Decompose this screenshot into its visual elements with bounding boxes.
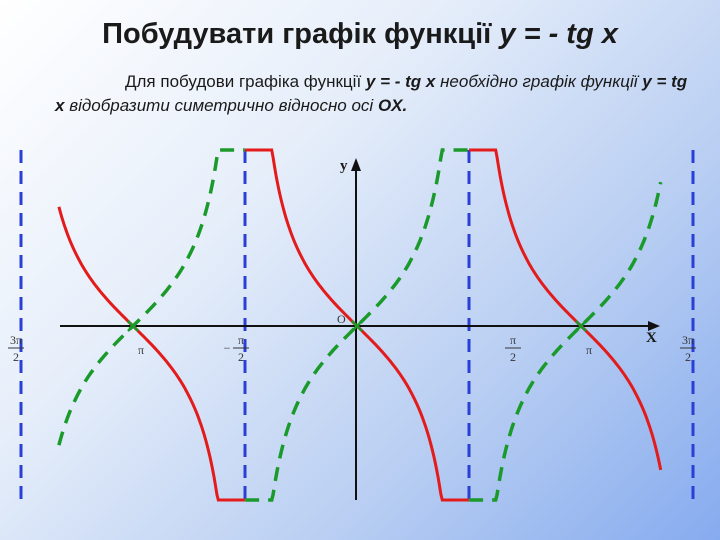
tick-sign: − xyxy=(224,341,231,355)
x-axis-label: X xyxy=(646,330,657,346)
desc-formula1: y = - tg x xyxy=(365,72,436,91)
tick-denominator: 2 xyxy=(13,350,19,364)
tick-numerator: 3π xyxy=(10,333,22,347)
title-formula: y = - tg x xyxy=(499,18,618,50)
tan-x-branch xyxy=(469,181,663,502)
tick-labels: 2π3π2ππ2−π2π3π22π xyxy=(8,333,696,364)
tick-pos-3pi2: 3π2 xyxy=(680,333,696,364)
tick-numerator: π xyxy=(238,333,244,347)
tick-neg-pi2: π 2− xyxy=(224,333,249,364)
tick-pos-pi2: π2 xyxy=(505,333,521,364)
tick-denominator: 2 xyxy=(510,350,516,364)
description: Для побудови графіка функції y = - tg x … xyxy=(55,70,695,118)
desc-part1: Для побудови графіка функції xyxy=(125,72,362,91)
tick-value: π xyxy=(586,343,592,357)
zero-marker xyxy=(575,320,587,332)
y-axis-label: y xyxy=(340,158,348,174)
desc-formula2: y = tg x xyxy=(55,72,688,115)
desc-axis: OX. xyxy=(377,96,408,115)
page-title: Побудувати графік функції y = - tg x xyxy=(0,18,720,51)
tick-value: π xyxy=(138,343,144,357)
tick-denominator: 2 xyxy=(685,350,691,364)
tick-neg-3pi2: 3π2 xyxy=(8,333,24,364)
tick-denominator: 2 xyxy=(238,350,244,364)
tan-x-branch xyxy=(245,148,469,502)
tick-numerator: π xyxy=(510,333,516,347)
tan-curves xyxy=(57,148,663,502)
tick-pos-pi: π xyxy=(586,343,592,357)
tan-x-branch xyxy=(57,148,245,446)
neg-tan-x-branch xyxy=(469,148,663,471)
y-axis xyxy=(351,158,361,500)
tick-neg-pi: π xyxy=(138,343,144,357)
title-text: Побудувати графік функції xyxy=(102,18,492,50)
zero-marker xyxy=(351,320,363,332)
desc-part3: відобразити симетрично відносно осі xyxy=(69,96,374,115)
origin-label: O xyxy=(337,312,346,326)
zero-markers xyxy=(127,320,587,332)
desc-part2: необхідно графік функції xyxy=(440,72,638,91)
tick-numerator: 3π xyxy=(682,333,694,347)
neg-tan-x-branch xyxy=(57,206,245,502)
zero-marker xyxy=(127,320,139,332)
